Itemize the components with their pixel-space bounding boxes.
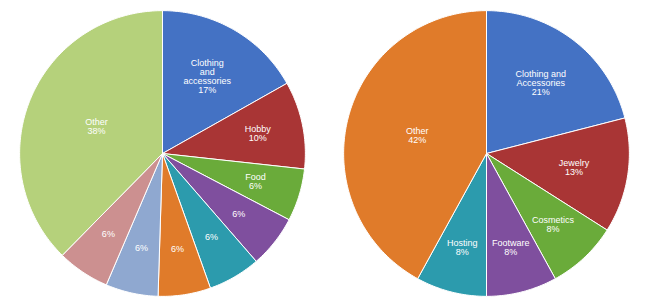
svg-text:6%: 6% bbox=[171, 244, 184, 254]
svg-text:6%: 6% bbox=[102, 229, 115, 239]
svg-text:Footware8%: Footware8% bbox=[492, 237, 530, 256]
svg-text:Food6%: Food6% bbox=[245, 172, 266, 191]
svg-text:Other42%: Other42% bbox=[406, 126, 429, 145]
svg-text:Clothing andAccessories21%: Clothing andAccessories21% bbox=[516, 69, 567, 97]
svg-text:Other38%: Other38% bbox=[85, 116, 108, 135]
svg-text:Cosmetics8%: Cosmetics8% bbox=[532, 214, 575, 233]
svg-text:6%: 6% bbox=[205, 232, 218, 242]
svg-text:Hosting8%: Hosting8% bbox=[447, 237, 478, 256]
svg-text:Jewelry13%: Jewelry13% bbox=[559, 157, 590, 176]
svg-text:Hobby10%: Hobby10% bbox=[245, 124, 272, 143]
svg-text:6%: 6% bbox=[135, 243, 148, 253]
svg-text:Clothingandaccessories17%: Clothingandaccessories17% bbox=[183, 58, 231, 95]
svg-text:6%: 6% bbox=[232, 208, 245, 218]
